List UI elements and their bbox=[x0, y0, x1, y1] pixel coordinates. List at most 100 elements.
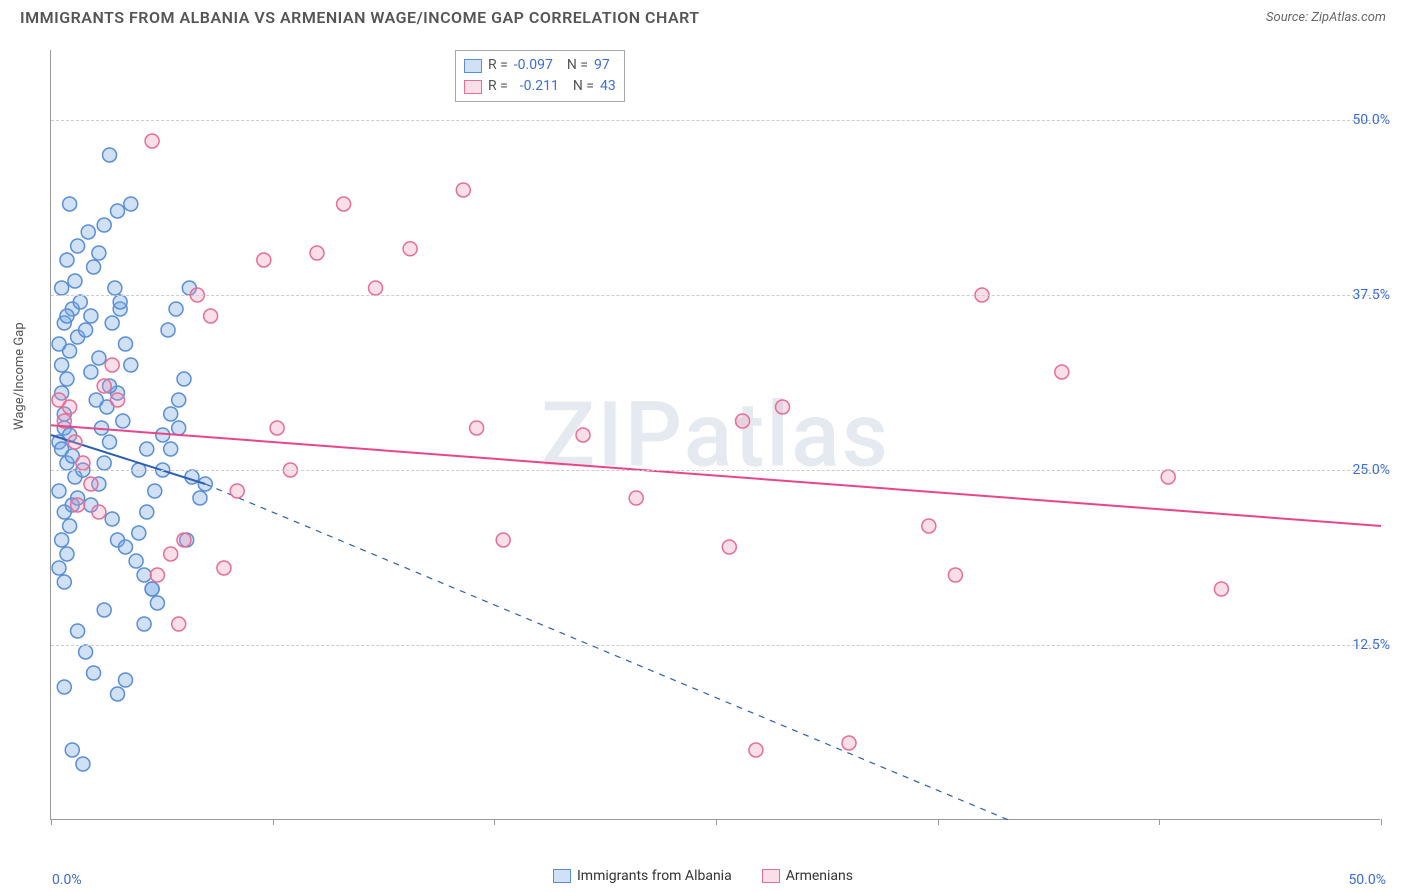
data-point bbox=[204, 309, 218, 323]
data-point bbox=[118, 540, 132, 554]
data-point bbox=[145, 134, 159, 148]
data-point bbox=[92, 246, 106, 260]
source-label: Source: ZipAtlas.com bbox=[1266, 10, 1386, 25]
r-label: R = bbox=[488, 76, 508, 97]
data-point bbox=[111, 687, 125, 701]
data-point bbox=[124, 358, 138, 372]
data-point bbox=[97, 379, 111, 393]
data-point bbox=[81, 225, 95, 239]
data-point bbox=[52, 484, 66, 498]
data-point bbox=[105, 316, 119, 330]
data-point bbox=[63, 197, 77, 211]
data-point bbox=[52, 337, 66, 351]
data-point bbox=[270, 421, 284, 435]
data-point bbox=[456, 183, 470, 197]
y-axis-label: Wage/Income Gap bbox=[12, 322, 27, 430]
plot-area: ZIPatlas bbox=[50, 50, 1380, 820]
data-point bbox=[722, 540, 736, 554]
data-point bbox=[97, 456, 111, 470]
data-point bbox=[140, 442, 154, 456]
data-point bbox=[87, 666, 101, 680]
data-point bbox=[73, 295, 87, 309]
data-point bbox=[132, 526, 146, 540]
data-point bbox=[103, 435, 117, 449]
chart-svg bbox=[51, 50, 1380, 819]
swatch-albania bbox=[553, 869, 571, 883]
data-point bbox=[76, 757, 90, 771]
data-point bbox=[150, 596, 164, 610]
data-point bbox=[496, 533, 510, 547]
data-point bbox=[150, 568, 164, 582]
data-point bbox=[84, 309, 98, 323]
data-point bbox=[164, 407, 178, 421]
data-point bbox=[79, 645, 93, 659]
data-point bbox=[164, 442, 178, 456]
data-point bbox=[68, 274, 82, 288]
data-point bbox=[337, 197, 351, 211]
r-value-albania: -0.097 bbox=[514, 55, 553, 76]
legend-label-armenians: Armenians bbox=[786, 868, 853, 884]
data-point bbox=[164, 547, 178, 561]
data-point bbox=[79, 323, 93, 337]
data-point bbox=[776, 400, 790, 414]
data-point bbox=[65, 743, 79, 757]
legend-label-albania: Immigrants from Albania bbox=[577, 868, 732, 884]
y-tick-label: 25.0% bbox=[1352, 462, 1390, 478]
data-point bbox=[193, 491, 207, 505]
data-point bbox=[948, 568, 962, 582]
data-point bbox=[105, 358, 119, 372]
data-point bbox=[736, 414, 750, 428]
swatch-armenians bbox=[464, 80, 482, 94]
x-tick-label-right: 50.0% bbox=[1348, 872, 1386, 888]
data-point bbox=[842, 736, 856, 750]
data-point bbox=[137, 617, 151, 631]
data-point bbox=[105, 512, 119, 526]
data-point bbox=[97, 218, 111, 232]
data-point bbox=[111, 393, 125, 407]
data-point bbox=[118, 337, 132, 351]
data-point bbox=[108, 281, 122, 295]
data-point bbox=[403, 242, 417, 256]
data-point bbox=[172, 421, 186, 435]
data-point bbox=[55, 281, 69, 295]
y-tick-label: 12.5% bbox=[1352, 637, 1390, 653]
data-point bbox=[76, 456, 90, 470]
data-point bbox=[1161, 470, 1175, 484]
data-point bbox=[60, 547, 74, 561]
data-point bbox=[217, 561, 231, 575]
data-point bbox=[161, 323, 175, 337]
data-point bbox=[60, 372, 74, 386]
data-point bbox=[137, 568, 151, 582]
data-point bbox=[111, 204, 125, 218]
data-point bbox=[310, 246, 324, 260]
data-point bbox=[749, 743, 763, 757]
data-point bbox=[116, 414, 130, 428]
y-tick-label: 50.0% bbox=[1352, 112, 1390, 128]
data-point bbox=[84, 477, 98, 491]
data-point bbox=[118, 673, 132, 687]
data-point bbox=[113, 295, 127, 309]
data-point bbox=[63, 400, 77, 414]
data-point bbox=[1055, 365, 1069, 379]
n-value-armenians: 43 bbox=[600, 76, 616, 97]
data-point bbox=[1214, 582, 1228, 596]
data-point bbox=[177, 533, 191, 547]
data-point bbox=[169, 302, 183, 316]
stats-row-albania: R = -0.097 N = 97 bbox=[464, 55, 616, 76]
data-point bbox=[68, 435, 82, 449]
data-point bbox=[230, 484, 244, 498]
data-point bbox=[97, 603, 111, 617]
data-point bbox=[55, 533, 69, 547]
data-point bbox=[470, 421, 484, 435]
x-tick-label-left: 0.0% bbox=[52, 872, 82, 888]
data-point bbox=[145, 582, 159, 596]
data-point bbox=[177, 372, 191, 386]
data-point bbox=[369, 281, 383, 295]
data-point bbox=[257, 253, 271, 267]
data-point bbox=[55, 358, 69, 372]
y-tick-label: 37.5% bbox=[1352, 287, 1390, 303]
data-point bbox=[922, 519, 936, 533]
data-point bbox=[103, 148, 117, 162]
data-point bbox=[71, 498, 85, 512]
data-point bbox=[172, 393, 186, 407]
